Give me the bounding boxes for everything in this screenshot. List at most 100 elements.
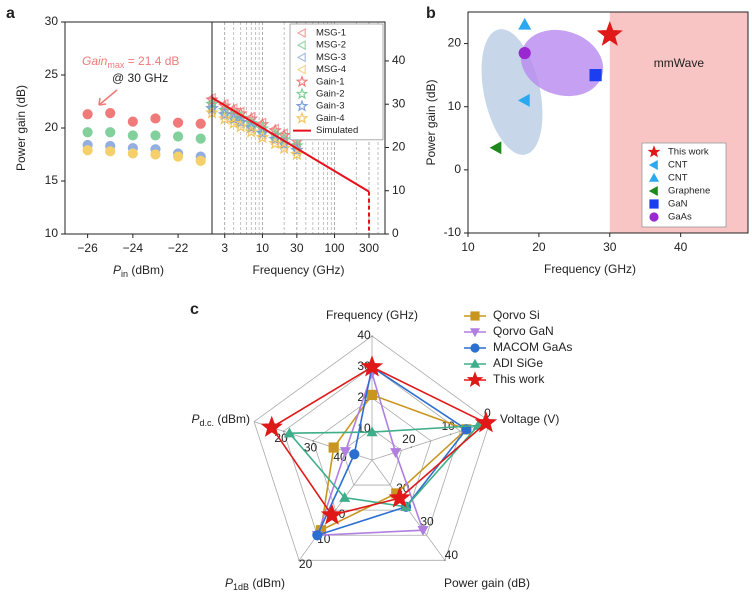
data-point [172,151,184,162]
radar-point [283,427,295,438]
x-tick-label: 100 [325,241,345,255]
radar-point [390,448,402,459]
legend-label: MSG-2 [316,40,346,51]
legend-marker [649,212,659,222]
data-point [82,145,93,156]
x-axis-label: Frequency (GHz) [252,263,344,277]
data-point [105,146,116,157]
legend-marker [648,172,660,182]
data-point [105,127,116,138]
data-point [195,118,206,129]
annotation: Gainmax = 21.4 dB [82,54,179,70]
data-point [233,119,248,133]
y-tick-label: -10 [444,225,462,239]
x-tick-label: 40 [674,240,688,254]
data-point [82,109,93,120]
radar-polygon [316,370,425,537]
data-point [596,21,623,46]
data-point [289,142,304,156]
radar-axis-label: Voltage (V) [500,412,559,426]
data-point [277,141,292,155]
radar-tick [334,509,337,511]
legend-label: MACOM GaAs [493,340,572,354]
data-point [127,148,138,159]
legend-marker [295,75,309,88]
data-point [255,130,270,144]
data-point [489,141,502,155]
x-tick-label: 20 [532,240,546,254]
x-tick-label: 30 [290,241,304,255]
legend-label: CNT [668,173,688,184]
radar-ring [283,366,461,536]
data-point [518,17,532,30]
data-point [255,125,270,140]
legend-marker [469,328,481,338]
radar-ring [312,397,432,511]
radar-axis-label-rest: (dBm) [214,412,250,426]
data-point [289,147,304,161]
radar-tick-label: 20 [299,557,313,571]
data-point [127,116,138,127]
legend-marker [469,358,481,368]
simulated-line [211,96,370,193]
radar-tick [298,559,300,562]
radar-tick-label: 30 [420,514,434,528]
legend-label: Gain-2 [316,89,345,100]
x-axis-label-main: P [113,263,121,277]
annotation-arrow [98,89,118,106]
panel-letter: a [6,5,15,22]
x-tick-label: 30 [603,240,617,254]
data-point [517,93,530,107]
radar-point [349,449,360,460]
legend-marker [647,145,661,158]
radar-point [366,426,378,437]
y-tick-label: 20 [392,140,406,154]
data-point [172,131,184,142]
radar-tick-label: 10 [441,419,455,433]
data-point [244,124,259,138]
legend-marker [649,199,659,209]
radar-tick [371,335,373,337]
x-axis-label-sub: in [121,269,128,279]
radar-axis-label: P1dB (dBm) [225,576,285,592]
radar-point [260,415,283,437]
y-axis-label: Power gain (dB) [14,85,28,171]
legend-label: Qorvo GaN [493,324,554,338]
y-tick-label: 10 [392,183,406,197]
radar-ring [253,335,491,561]
legend-label: MSG-4 [316,64,346,75]
panel-letter: b [426,5,436,22]
radar-axis-label-main: P [191,412,199,426]
y-tick-label: 20 [45,120,59,134]
radar-point [366,389,378,400]
data-point [127,130,138,141]
radar-polygon [319,393,468,532]
y-tick-label: 30 [45,14,59,28]
y-tick-label: 30 [392,96,406,110]
data-point [268,136,282,150]
radar-point [339,447,351,458]
legend-label: Graphene [668,186,710,197]
legend-label: Gain-4 [316,113,345,124]
y-tick-label: 10 [45,226,59,240]
radar-tick-label: 0 [484,406,491,420]
legend-label: MSG-3 [316,52,346,63]
radar-tick [312,440,314,442]
legend-marker [296,40,306,51]
data-point [82,127,93,138]
x-axis-label-rest: (dBm) [128,263,164,277]
plot-frame [467,11,749,234]
y-axis-label: Power gain (dB) [424,79,438,165]
y-tick-label: 0 [392,226,399,240]
legend-label: Gain-3 [316,101,345,112]
legend-marker [466,371,484,388]
legend-marker [648,159,658,171]
data-point [233,115,248,129]
x-tick-label: 300 [359,241,379,255]
radar-axis-label: Pd.c. (dBm) [191,412,250,428]
legend-label: Gain-1 [316,76,345,87]
radar-point [360,355,384,377]
radar-point [339,491,351,502]
annotation-rest: = 21.4 dB [124,54,179,68]
data-point [217,111,232,125]
